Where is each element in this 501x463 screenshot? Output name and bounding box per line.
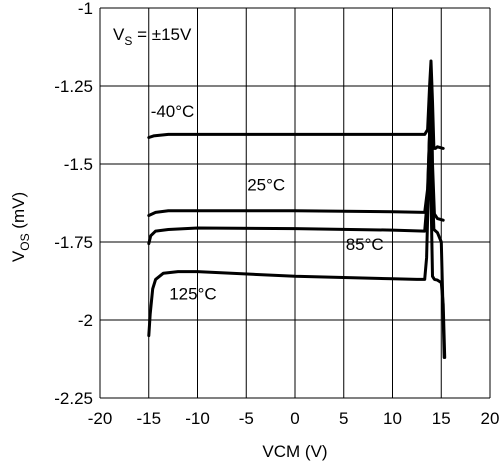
y-tick-labels: -1 -1.25 -1.5 -1.75 -2 -2.25 <box>54 0 93 408</box>
supply-voltage-label: VS = ±15V <box>113 25 192 48</box>
y-tick-label: -2.25 <box>54 389 93 408</box>
supply-voltage-rest: = ±15V <box>132 25 192 44</box>
series-label: 125°C <box>169 285 216 304</box>
y-axis-title-sub: OS <box>18 233 32 250</box>
y-tick-label: -1.5 <box>64 155 93 174</box>
series-label: 25°C <box>247 176 285 195</box>
x-tick-label: 5 <box>339 409 348 428</box>
y-tick-label: -2 <box>78 311 93 330</box>
y-axis-title-main: V <box>9 250 28 262</box>
series-line-3 <box>147 131 447 359</box>
series-line-0 <box>147 59 445 150</box>
y-tick-label: -1 <box>78 0 93 18</box>
x-tick-label: -5 <box>239 409 254 428</box>
y-tick-label: -1.25 <box>54 77 93 96</box>
x-tick-label: -15 <box>136 409 161 428</box>
x-tick-label: -10 <box>185 409 210 428</box>
x-tick-labels: -20 -15 -10 -5 0 5 10 15 20 <box>88 409 500 428</box>
series-annotations: -40°C 25°C 85°C 125°C <box>151 102 384 304</box>
x-tick-label: 20 <box>481 409 500 428</box>
x-tick-label: 10 <box>383 409 402 428</box>
x-tick-label: -20 <box>88 409 113 428</box>
supply-voltage-main: V <box>113 25 125 44</box>
y-axis-title: VOS (mV) <box>9 192 32 262</box>
y-tick-label: -1.75 <box>54 233 93 252</box>
series-label: -40°C <box>151 102 195 121</box>
series-line-1 <box>147 75 445 222</box>
y-axis-title-unit: (mV) <box>9 192 28 234</box>
series-label: 85°C <box>346 235 384 254</box>
supply-voltage-sub: S <box>124 34 132 48</box>
x-tick-label: 15 <box>432 409 451 428</box>
series-lines <box>147 59 447 359</box>
series-line-2 <box>147 115 446 359</box>
x-tick-label: 0 <box>290 409 299 428</box>
grid <box>99 7 491 399</box>
x-axis-title: VCM (V) <box>262 442 327 461</box>
